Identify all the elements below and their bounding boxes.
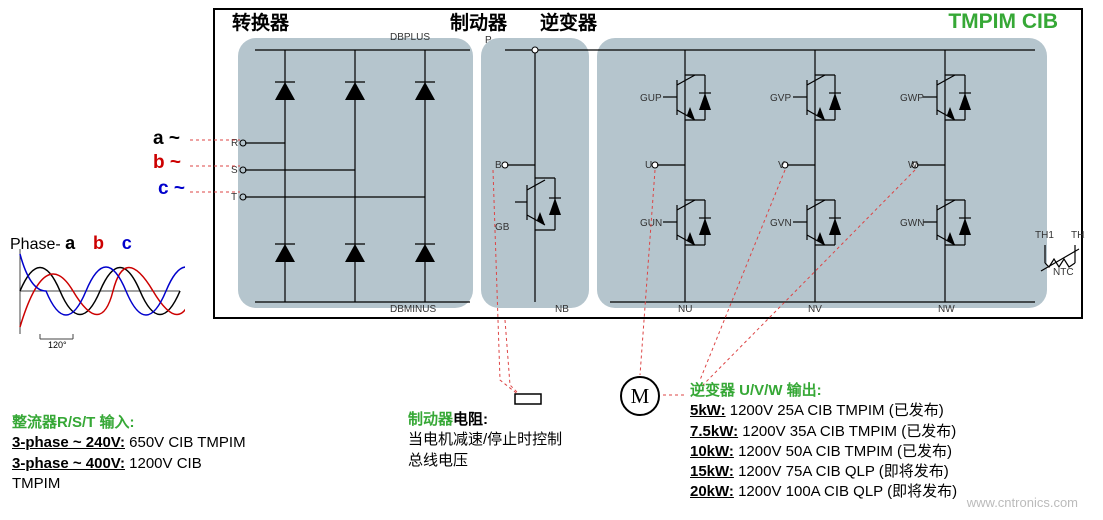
svg-text:DBPLUS: DBPLUS [390, 32, 430, 43]
svg-text:NB: NB [555, 304, 569, 315]
svg-text:GVP: GVP [770, 93, 791, 104]
main-diagram-box: DBPLUS DBMINUS P R S T B GB NB GUP GVP G… [213, 8, 1083, 319]
svg-text:W: W [908, 160, 918, 171]
svg-text:B: B [495, 160, 502, 171]
svg-text:GUN: GUN [640, 218, 662, 229]
svg-text:U: U [645, 160, 652, 171]
phase-b-label: b ~ [153, 152, 181, 174]
svg-text:S: S [231, 165, 238, 176]
svg-text:GWN: GWN [900, 218, 924, 229]
svg-text:GUP: GUP [640, 93, 662, 104]
svg-text:TH2: TH2 [1071, 230, 1085, 241]
rectifier-notes: 整流器R/S/T 输入: 3-phase ~ 240V: 650V CIB TM… [12, 413, 332, 494]
svg-text:TH1: TH1 [1035, 230, 1054, 241]
phase-a-label: a ~ [153, 128, 180, 150]
svg-text:NV: NV [808, 304, 822, 315]
svg-text:V: V [778, 160, 785, 171]
svg-text:P: P [485, 35, 492, 46]
circuit-svg: DBPLUS DBMINUS P R S T B GB NB GUP GVP G… [215, 10, 1085, 321]
motor-icon: M [620, 376, 660, 416]
svg-text:GB: GB [495, 222, 510, 233]
brake-notes: 制动器电阻: 当电机减速/停止时控制 总线电压 [408, 410, 608, 471]
svg-text:NU: NU [678, 304, 692, 315]
svg-text:DBMINUS: DBMINUS [390, 304, 436, 315]
svg-text:NTC: NTC [1053, 267, 1074, 278]
svg-text:GWP: GWP [900, 93, 924, 104]
brake-igbt [502, 47, 561, 302]
svg-text:NW: NW [938, 304, 955, 315]
phase-c-label: c ~ [158, 178, 185, 200]
rectifier-legs [240, 50, 435, 302]
watermark: www.cntronics.com [967, 495, 1078, 510]
svg-text:GVN: GVN [770, 218, 792, 229]
svg-text:120°: 120° [48, 340, 67, 349]
inverter-notes: 逆变器 U/V/W 输出: 5kW: 1200V 25A CIB TMPIM (… [690, 381, 1080, 503]
svg-text:R: R [231, 138, 238, 149]
svg-text:T: T [231, 192, 237, 203]
inverter-legs [652, 50, 971, 302]
resistor-icon [514, 393, 542, 407]
phase-wave-svg: 120° [10, 239, 185, 349]
